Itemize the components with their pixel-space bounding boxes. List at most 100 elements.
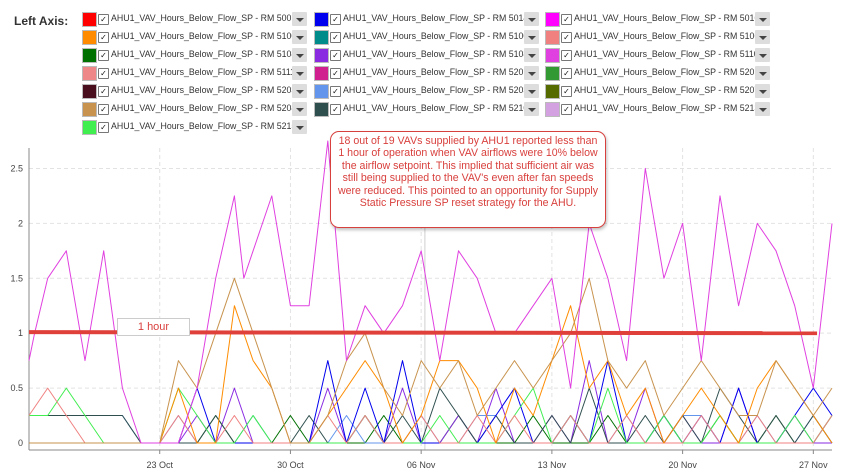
legend-color-swatch[interactable] [545, 66, 560, 81]
legend-color-swatch[interactable] [314, 66, 329, 81]
legend-checkbox[interactable]: ✓ [330, 14, 341, 25]
legend-color-swatch[interactable] [82, 66, 97, 81]
legend-dropdown-button[interactable] [292, 66, 307, 80]
legend-color-swatch[interactable] [82, 120, 97, 135]
legend-color-swatch[interactable] [545, 12, 560, 27]
legend-item[interactable]: ✓ AHU1_VAV_Hours_Below_Flow_SP - RM 5001 [82, 11, 310, 29]
legend-dropdown-button[interactable] [524, 84, 539, 98]
legend-dropdown-button[interactable] [524, 30, 539, 44]
legend-dropdown-button[interactable] [292, 30, 307, 44]
legend-checkbox[interactable]: ✓ [330, 68, 341, 79]
legend-color-swatch[interactable] [82, 84, 97, 99]
legend-dropdown-button[interactable] [524, 102, 539, 116]
legend-item[interactable]: ✓ AHU1_VAV_Hours_Below_Flow_SP - RM 5108B [314, 47, 542, 65]
legend-label: AHU1_VAV_Hours_Below_Flow_SP - RM 5108 [111, 49, 297, 59]
legend-item[interactable]: ✓ AHU1_VAV_Hours_Below_Flow_SP - RM 5110 [545, 47, 773, 65]
y-tick-label: 2 [18, 218, 23, 228]
legend-item[interactable]: ✓ AHU1_VAV_Hours_Below_Flow_SP - RM 5201B [545, 65, 773, 83]
legend-color-swatch[interactable] [314, 30, 329, 45]
legend-checkbox[interactable]: ✓ [98, 50, 109, 61]
legend-checkbox[interactable]: ✓ [98, 104, 109, 115]
legend-item[interactable]: ✓ AHU1_VAV_Hours_Below_Flow_SP - RM 5108 [82, 47, 310, 65]
legend-item[interactable]: ✓ AHU1_VAV_Hours_Below_Flow_SP - RM 5100B [314, 29, 542, 47]
legend-color-swatch[interactable] [82, 102, 97, 117]
legend-item[interactable]: ✓ AHU1_VAV_Hours_Below_Flow_SP - RM 5203B [314, 83, 542, 101]
legend-dropdown-button[interactable] [524, 12, 539, 26]
legend-label: AHU1_VAV_Hours_Below_Flow_SP - RM 5106 [574, 31, 760, 41]
legend-item[interactable]: ✓ AHU1_VAV_Hours_Below_Flow_SP - RM 5203 [82, 83, 310, 101]
legend-checkbox[interactable]: ✓ [98, 68, 109, 79]
legend-color-swatch[interactable] [545, 84, 560, 99]
legend-dropdown-button[interactable] [755, 66, 770, 80]
legend-item[interactable]: ✓ AHU1_VAV_Hours_Below_Flow_SP - RM 5014 [314, 11, 542, 29]
reference-line-label: 1 hour [117, 318, 190, 336]
legend-color-swatch[interactable] [545, 102, 560, 117]
legend-dropdown-button[interactable] [524, 66, 539, 80]
legend-color-swatch[interactable] [314, 84, 329, 99]
y-tick-label: 1.5 [10, 273, 23, 283]
legend-label: AHU1_VAV_Hours_Below_Flow_SP - RM 5213 [574, 103, 760, 113]
legend-dropdown-button[interactable] [524, 48, 539, 62]
legend-dropdown-button[interactable] [292, 120, 307, 134]
y-tick-label: 0 [18, 438, 23, 448]
legend-dropdown-button[interactable] [755, 30, 770, 44]
legend-dropdown-button[interactable] [292, 102, 307, 116]
legend-dropdown-button[interactable] [755, 84, 770, 98]
legend-checkbox[interactable]: ✓ [561, 86, 572, 97]
legend-color-swatch[interactable] [314, 48, 329, 63]
legend-item[interactable]: ✓ AHU1_VAV_Hours_Below_Flow_SP - RM 5201 [314, 65, 542, 83]
legend-dropdown-button[interactable] [755, 12, 770, 26]
legend-dropdown-button[interactable] [292, 48, 307, 62]
legend-item[interactable]: ✓ AHU1_VAV_Hours_Below_Flow_SP - RM 5106 [545, 29, 773, 47]
legend-item[interactable]: ✓ AHU1_VAV_Hours_Below_Flow_SP - RM 5208 [82, 101, 310, 119]
legend-item[interactable]: ✓ AHU1_VAV_Hours_Below_Flow_SP - RM 5213 [545, 101, 773, 119]
legend-checkbox[interactable]: ✓ [98, 14, 109, 25]
x-tick-label: 06 Nov [407, 460, 436, 470]
legend-checkbox[interactable]: ✓ [98, 122, 109, 133]
legend-color-swatch[interactable] [545, 48, 560, 63]
legend-checkbox[interactable]: ✓ [330, 104, 341, 115]
legend-color-swatch[interactable] [82, 12, 97, 27]
x-tick-label: 13 Nov [538, 460, 567, 470]
legend-color-swatch[interactable] [82, 30, 97, 45]
legend-item[interactable]: ✓ AHU1_VAV_Hours_Below_Flow_SP - RM 5210 [314, 101, 542, 119]
legend-dropdown-button[interactable] [755, 102, 770, 116]
legend-checkbox[interactable]: ✓ [98, 86, 109, 97]
legend-checkbox[interactable]: ✓ [330, 86, 341, 97]
series-line [29, 387, 833, 444]
y-tick-label: 1 [18, 328, 23, 338]
legend-dropdown-button[interactable] [292, 12, 307, 26]
legend-checkbox[interactable]: ✓ [561, 50, 572, 61]
series-line [28, 140, 833, 444]
legend-checkbox[interactable]: ✓ [98, 32, 109, 43]
legend-checkbox[interactable]: ✓ [561, 104, 572, 115]
legend-checkbox[interactable]: ✓ [330, 50, 341, 61]
legend-item[interactable]: ✓ AHU1_VAV_Hours_Below_Flow_SP - RM 5111 [82, 65, 310, 83]
legend-checkbox[interactable]: ✓ [330, 32, 341, 43]
legend-label: AHU1_VAV_Hours_Below_Flow_SP - RM 5110 [574, 49, 759, 59]
legend-checkbox[interactable]: ✓ [561, 32, 572, 43]
legend-checkbox[interactable]: ✓ [561, 14, 572, 25]
legend-item[interactable]: ✓ AHU1_VAV_Hours_Below_Flow_SP - RM 5100 [82, 29, 310, 47]
legend-label: AHU1_VAV_Hours_Below_Flow_SP - RM 5201 [343, 67, 529, 77]
legend-item[interactable]: ✓ AHU1_VAV_Hours_Below_Flow_SP - RM 5215 [82, 119, 310, 137]
legend-color-swatch[interactable] [82, 48, 97, 63]
y-tick-label: 0.5 [10, 383, 23, 393]
legend-label: AHU1_VAV_Hours_Below_Flow_SP - RM 5203B [343, 85, 535, 95]
legend-color-swatch[interactable] [545, 30, 560, 45]
legend-color-swatch[interactable] [314, 12, 329, 27]
series-line [28, 387, 833, 444]
legend-dropdown-button[interactable] [292, 84, 307, 98]
legend-item[interactable]: ✓ AHU1_VAV_Hours_Below_Flow_SP - RM 5016 [545, 11, 773, 29]
legend-label: AHU1_VAV_Hours_Below_Flow_SP - RM 5201B [574, 67, 766, 77]
x-tick-label: 27 Nov [799, 460, 828, 470]
legend-label: AHU1_VAV_Hours_Below_Flow_SP - RM 5207 [574, 85, 760, 95]
legend-color-swatch[interactable] [314, 102, 329, 117]
legend-label: AHU1_VAV_Hours_Below_Flow_SP - RM 5001 [111, 13, 297, 23]
legend-checkbox[interactable]: ✓ [561, 68, 572, 79]
legend-item[interactable]: ✓ AHU1_VAV_Hours_Below_Flow_SP - RM 5207 [545, 83, 773, 101]
legend-label: AHU1_VAV_Hours_Below_Flow_SP - RM 5203 [111, 85, 297, 95]
left-axis-label: Left Axis: [14, 14, 69, 28]
legend-dropdown-button[interactable] [755, 48, 770, 62]
